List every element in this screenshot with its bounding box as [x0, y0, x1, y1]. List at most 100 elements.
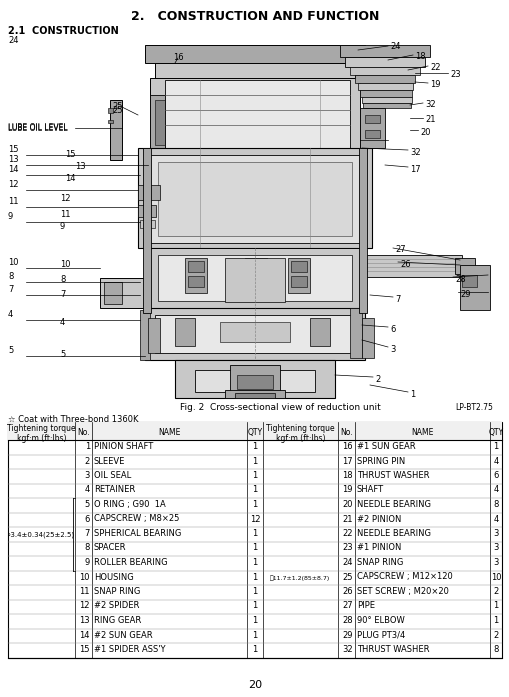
Text: RING GEAR: RING GEAR [94, 616, 141, 625]
Text: 16: 16 [173, 53, 183, 62]
Bar [361, 255, 461, 277]
Text: SPRING PIN: SPRING PIN [356, 457, 405, 466]
Bar [459, 265, 489, 310]
Text: 9: 9 [84, 558, 90, 567]
Text: PIPE: PIPE [356, 602, 374, 611]
Bar [110, 100, 122, 160]
Bar [361, 97, 411, 103]
Text: 19: 19 [342, 486, 352, 494]
Text: 1: 1 [252, 457, 257, 466]
Bar [349, 67, 419, 75]
Text: 1: 1 [252, 631, 257, 640]
Text: 3: 3 [84, 471, 90, 480]
Text: 1: 1 [252, 602, 257, 611]
Text: 18: 18 [342, 471, 352, 480]
Text: ROLLER BEARING: ROLLER BEARING [94, 558, 167, 567]
Text: 23: 23 [342, 544, 352, 553]
Bar [247, 276, 264, 287]
Bar [309, 318, 329, 346]
Text: 25: 25 [342, 572, 352, 581]
Text: CAPSCREW ; M12×120: CAPSCREW ; M12×120 [356, 572, 452, 581]
Bar [155, 315, 354, 353]
Text: #2 PINION: #2 PINION [356, 514, 401, 523]
Text: 10: 10 [490, 572, 500, 581]
Bar [362, 103, 410, 108]
Text: NAME: NAME [410, 428, 433, 437]
Text: 13: 13 [75, 162, 86, 171]
Bar [155, 63, 354, 78]
Text: 4: 4 [60, 318, 65, 327]
Bar [138, 148, 371, 248]
Text: 24: 24 [342, 558, 352, 567]
Text: 7: 7 [84, 529, 90, 538]
Text: 1: 1 [84, 442, 90, 451]
Bar [165, 80, 349, 148]
Bar [237, 375, 272, 389]
Bar [454, 258, 474, 274]
Text: PLUG PT3/4: PLUG PT3/4 [356, 631, 405, 640]
Bar [364, 115, 379, 123]
Text: 26: 26 [342, 587, 352, 596]
Text: PINION SHAFT: PINION SHAFT [94, 442, 153, 451]
Text: 10: 10 [60, 260, 70, 269]
Text: No.: No. [77, 428, 90, 437]
Text: 8: 8 [492, 645, 498, 654]
Text: #2 SUN GEAR: #2 SUN GEAR [94, 631, 152, 640]
Text: RETAINER: RETAINER [94, 486, 135, 494]
Text: 1: 1 [252, 616, 257, 625]
Text: HOUSING: HOUSING [94, 572, 133, 581]
Bar [100, 278, 148, 308]
Text: 1: 1 [252, 587, 257, 596]
Bar [145, 308, 364, 360]
Text: 4: 4 [84, 486, 90, 494]
Text: 15: 15 [8, 145, 18, 154]
Bar [145, 45, 364, 63]
Text: Fig. 2  Cross-sectional view of reduction unit: Fig. 2 Cross-sectional view of reduction… [180, 403, 380, 412]
Text: Tightening torque
kgf·m (ft·lbs): Tightening torque kgf·m (ft·lbs) [266, 424, 334, 443]
Text: QTY: QTY [247, 428, 262, 437]
Bar [461, 275, 476, 287]
Bar [247, 261, 264, 272]
Bar [150, 95, 165, 150]
Text: 21: 21 [424, 115, 435, 124]
Text: 12: 12 [8, 180, 18, 189]
Text: 5: 5 [60, 350, 65, 359]
Text: 4: 4 [492, 514, 498, 523]
Bar [185, 258, 207, 293]
Text: 2: 2 [374, 375, 380, 384]
Text: 4: 4 [8, 310, 13, 319]
Text: 10: 10 [8, 258, 18, 267]
Text: 29: 29 [342, 631, 352, 640]
Text: 24: 24 [389, 42, 400, 51]
Bar [230, 365, 279, 395]
Text: LUBE OIL LEVEL: LUBE OIL LEVEL [8, 123, 68, 132]
Bar [188, 276, 204, 287]
Bar [148, 318, 160, 353]
Text: 22: 22 [429, 63, 440, 72]
Text: 20: 20 [247, 680, 262, 690]
Text: 17: 17 [409, 165, 420, 174]
Text: 4: 4 [492, 486, 498, 494]
Text: 13: 13 [8, 155, 19, 164]
Text: ☆ Coat with Three-bond 1360K: ☆ Coat with Three-bond 1360K [8, 415, 138, 424]
Bar [288, 258, 309, 293]
Text: 25: 25 [112, 102, 122, 111]
Bar [224, 258, 285, 302]
Text: 3: 3 [389, 345, 394, 354]
Text: Tightening torque
kgf·m (ft·lbs): Tightening torque kgf·m (ft·lbs) [7, 424, 76, 443]
Text: 15: 15 [79, 645, 90, 654]
Text: 2.   CONSTRUCTION AND FUNCTION: 2. CONSTRUCTION AND FUNCTION [130, 10, 379, 23]
Bar [358, 148, 366, 313]
Text: 5: 5 [84, 500, 90, 509]
Text: SNAP RING: SNAP RING [356, 558, 403, 567]
Bar [158, 162, 351, 236]
Text: SPHERICAL BEARING: SPHERICAL BEARING [94, 529, 181, 538]
Text: 11: 11 [8, 197, 18, 206]
Bar [361, 318, 373, 358]
Text: 18: 18 [414, 52, 425, 61]
Text: 1: 1 [492, 442, 498, 451]
Text: 21: 21 [342, 514, 352, 523]
Text: 15: 15 [65, 150, 75, 159]
Bar [344, 57, 424, 67]
Text: 2: 2 [84, 457, 90, 466]
